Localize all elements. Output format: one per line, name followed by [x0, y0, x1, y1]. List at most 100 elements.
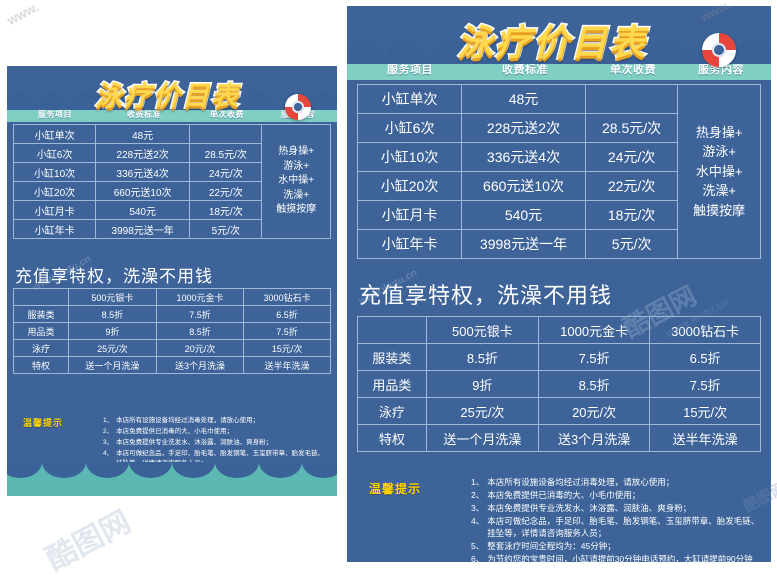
note-text: 本店可做纪念品，手足印、胎毛笔、胎发钢笔、玉玺脐带章、胎发毛链、挂坠等，详情请咨… [487, 516, 760, 538]
cell-item: 小缸单次 [356, 84, 463, 114]
note-text: 整套泳疗时间全程均为：45分钟； [487, 541, 616, 551]
service-content-line: 触摸按摩 [693, 202, 746, 218]
note-text: 本店免费提供专业洗发水、沐浴露、润肤油、爽身粉； [487, 503, 692, 513]
watermark-top-left: www. [4, 0, 42, 28]
cell-standard: 3998元送一年 [95, 219, 191, 239]
table-row: 特权 送一个月洗澡 送3个月洗澡 送半年洗澡 [13, 356, 331, 374]
note-item: 3、 本店免费提供专业洗发水、沐浴露、润肤油、爽身粉； [103, 436, 325, 446]
cell-standard: 540元 [461, 200, 586, 230]
cell-diamond: 送半年洗澡 [243, 356, 331, 374]
cell-item: 小缸月卡 [12, 200, 97, 220]
cell-service-content: 热身操+ 游泳+ 水中操+ 洗澡+ 触摸按摩 [261, 124, 331, 239]
table-row: 泳疗 25元/次 20元/次 15元/次 [357, 397, 761, 425]
note-number: 6、 [471, 554, 485, 562]
cell-unit [584, 84, 679, 114]
cell-row-label: 用品类 [13, 322, 69, 340]
cell-unit: 5元/次 [189, 219, 263, 239]
table-row: 小缸20次 660元送10次 22元/次 [356, 171, 761, 201]
table-row: 500元银卡 1000元金卡 3000钻石卡 [13, 288, 331, 306]
poster-right: 泳疗价目表 服务项目 收费标准 单次收费 服务内容 小缸单次 48元 热身操+ … [347, 6, 771, 562]
table-row: 服装类 8.5折 7.5折 6.5折 [13, 305, 331, 323]
cell-standard: 228元送2次 [461, 113, 586, 143]
cell-unit: 18元/次 [189, 200, 263, 220]
service-content-line: 触摸按摩 [276, 204, 317, 216]
cell-unit: 24元/次 [584, 142, 679, 172]
cell-corner-blank [357, 316, 427, 344]
note-number: 2、 [471, 490, 485, 500]
price-header-service-content: 服务内容 [698, 64, 744, 76]
cell-silver: 25元/次 [67, 339, 157, 357]
cell-header-diamond: 3000钻石卡 [649, 316, 761, 344]
cell-standard: 3998元送一年 [461, 229, 586, 259]
cell-standard: 336元送4次 [461, 142, 586, 172]
note-text: 本店免费提供已消毒的大、小毛巾使用； [116, 428, 234, 435]
cell-header-diamond: 3000钻石卡 [243, 288, 331, 306]
note-item: 5、 整套泳疗时间全程均为：45分钟； [471, 540, 761, 552]
note-item: 1、 本店所有设施设备均经过消毒处理，请放心使用； [103, 414, 325, 424]
lifebuoy-hole [292, 101, 304, 113]
cell-corner-blank [13, 288, 69, 306]
table-row: 小缸10次 336元送4次 24元/次 [356, 142, 761, 172]
note-item: 4、 本店可做纪念品，手足印、胎毛笔、胎发钢笔、玉玺脐带章、胎发毛链、挂坠等，详… [471, 515, 761, 539]
note-text: 本店免费提供专业洗发水、沐浴露、润肤油、爽身粉； [116, 439, 273, 446]
poster-title-left: 泳疗价目表 [94, 80, 240, 113]
cell-gold: 7.5折 [537, 343, 651, 371]
note-text: 本店免费提供已消毒的大、小毛巾使用； [487, 490, 641, 500]
service-content-line: 水中操+ [278, 175, 315, 187]
cell-header-gold: 1000元金卡 [537, 316, 651, 344]
cell-gold: 20元/次 [537, 397, 651, 425]
cell-unit: 22元/次 [584, 171, 679, 201]
note-item: 2、 本店免费提供已消毒的大、小毛巾使用； [103, 425, 325, 435]
cell-unit: 18元/次 [584, 200, 679, 230]
cell-diamond: 15元/次 [649, 397, 761, 425]
price-header-service-item: 服务项目 [38, 109, 72, 119]
note-number: 4、 [103, 450, 114, 457]
cell-diamond: 送半年洗澡 [649, 424, 761, 452]
table-row: 小缸月卡 540元 18元/次 [356, 200, 761, 230]
section-heading-right: 充值享特权，洗澡不用钱 [359, 283, 613, 308]
service-content-line: 游泳+ [283, 160, 310, 172]
cell-gold: 20元/次 [155, 339, 245, 357]
cell-item: 小缸10次 [12, 162, 97, 182]
cell-standard: 336元送4次 [95, 162, 191, 182]
service-content-line: 洗澡+ [283, 189, 310, 201]
cell-item: 小缸10次 [356, 142, 463, 172]
cell-diamond: 7.5折 [649, 370, 761, 398]
note-text: 本店所有设施设备均经过消毒处理，请放心使用； [487, 477, 675, 487]
note-text: 为节约您的宝贵时间，小缸请提前30分钟电话预约，大缸请提前90分钟电话预约。 [487, 554, 753, 562]
cell-unit: 28.5元/次 [189, 143, 263, 163]
note-number: 2、 [103, 428, 114, 435]
cell-gold: 7.5折 [155, 305, 245, 323]
cell-row-label: 泳疗 [357, 397, 427, 425]
price-header-unit-price: 单次收费 [210, 109, 244, 119]
cell-unit: 5元/次 [584, 229, 679, 259]
lifebuoy-icon [702, 33, 736, 67]
note-number: 4、 [471, 516, 485, 526]
note-item: 2、 本店免费提供已消毒的大、小毛巾使用； [471, 489, 761, 501]
cell-standard: 228元送2次 [95, 143, 191, 163]
note-text: 本店所有设施设备均经过消毒处理，请放心使用； [116, 417, 260, 424]
note-number: 3、 [103, 439, 114, 446]
table-row: 500元银卡 1000元金卡 3000钻石卡 [357, 316, 761, 344]
table-row: 小缸单次 48元 热身操+ 游泳+ 水中操+ 洗澡+ 触摸按摩 [356, 84, 761, 259]
table-row: 泳疗 25元/次 20元/次 15元/次 [13, 339, 331, 357]
service-content-line: 水中操+ [695, 163, 743, 179]
cell-item: 小缸6次 [356, 113, 463, 143]
cell-standard: 48元 [461, 84, 586, 114]
service-content-line: 游泳+ [702, 144, 736, 160]
service-content-line: 热身操+ [278, 146, 315, 158]
poster-left: 泳疗价目表 服务项目 收费标准 单次收费 服务内容 小缸单次 48元 热身操+ … [7, 66, 337, 496]
cell-diamond: 15元/次 [243, 339, 331, 357]
member-table-left: 500元银卡 1000元金卡 3000钻石卡 服装类 8.5折 7.5折 6.5… [13, 288, 331, 374]
table-row: 用品类 9折 8.5折 7.5折 [13, 322, 331, 340]
cell-standard: 660元送10次 [461, 171, 586, 201]
cell-silver: 8.5折 [67, 305, 157, 323]
poster-title-right: 泳疗价目表 [455, 21, 648, 65]
cell-service-content: 热身操+ 游泳+ 水中操+ 洗澡+ 触摸按摩 [677, 84, 761, 259]
cell-item: 小缸年卡 [356, 229, 463, 259]
cell-standard: 660元送10次 [95, 181, 191, 201]
watermark-bottom-left: 酷图网 [41, 505, 137, 577]
cell-silver: 送一个月洗澡 [67, 356, 157, 374]
note-item: 1、 本店所有设施设备均经过消毒处理，请放心使用； [471, 476, 761, 488]
table-row: 服装类 8.5折 7.5折 6.5折 [357, 343, 761, 371]
